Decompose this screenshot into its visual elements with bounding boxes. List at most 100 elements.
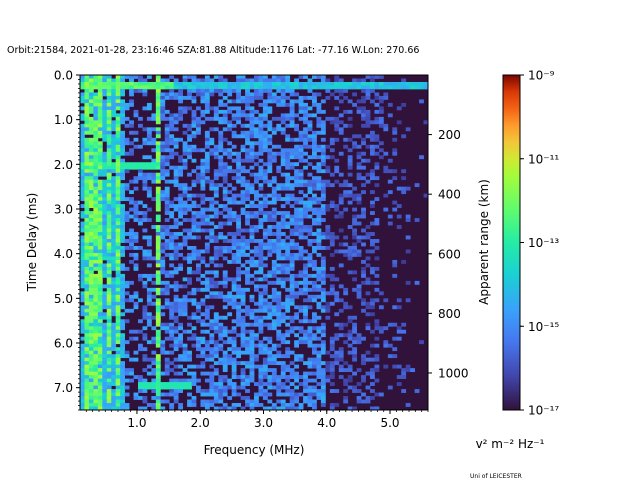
heatmap-cell <box>88 141 94 146</box>
heatmap-cell <box>254 176 259 181</box>
heatmap-cell <box>178 308 184 313</box>
heatmap-cell <box>155 78 161 83</box>
heatmap-cell <box>213 81 219 86</box>
heatmap-cell <box>245 361 250 366</box>
heatmap-cell <box>401 85 407 90</box>
heatmap-cell <box>222 333 228 338</box>
heatmap-cell <box>187 207 192 212</box>
heatmap-cell <box>276 399 282 404</box>
heatmap-cell <box>88 259 94 264</box>
heatmap-cell <box>115 169 121 174</box>
heatmap-cell <box>160 172 166 177</box>
heatmap-cell <box>93 116 99 121</box>
heatmap-cell <box>106 113 112 118</box>
heatmap-cell <box>102 162 108 167</box>
heatmap-cell <box>191 221 197 226</box>
heatmap-cell <box>280 99 286 104</box>
heatmap-cell <box>289 123 295 128</box>
heatmap-cell <box>298 81 304 86</box>
heatmap-cell <box>102 252 108 257</box>
heatmap-cell <box>124 350 130 355</box>
heatmap-cell <box>285 354 291 359</box>
heatmap-cell <box>142 85 148 90</box>
heatmap-cell <box>124 371 130 376</box>
heatmap-cell <box>124 392 130 397</box>
heatmap-cell <box>160 392 166 397</box>
heatmap-cell <box>213 200 219 205</box>
heatmap-cell <box>182 207 188 212</box>
heatmap-cell <box>204 88 210 93</box>
heatmap-cell <box>271 280 277 285</box>
heatmap-cell <box>316 235 322 240</box>
heatmap-cell <box>196 343 201 348</box>
heatmap-cell <box>267 336 273 341</box>
heatmap-cell <box>151 172 157 177</box>
heatmap-cell <box>258 364 264 369</box>
heatmap-cell <box>88 158 94 163</box>
heatmap-cell <box>267 127 273 132</box>
heatmap-cell <box>187 134 192 139</box>
heatmap-cell <box>178 263 184 268</box>
heatmap-cell <box>245 266 250 271</box>
heatmap-cell <box>138 218 143 222</box>
heatmap-cell <box>97 326 103 331</box>
heatmap-cell <box>352 270 358 275</box>
heatmap-cell <box>392 176 398 181</box>
heatmap-cell <box>88 204 94 208</box>
heatmap-cell <box>236 259 242 264</box>
heatmap-cell <box>115 403 121 407</box>
heatmap-cell <box>245 102 250 107</box>
heatmap-cell <box>262 204 268 208</box>
heatmap-cell <box>392 263 398 268</box>
heatmap-cell <box>218 280 224 285</box>
heatmap-cell <box>93 183 99 188</box>
heatmap-cell <box>182 186 188 191</box>
heatmap-cell <box>356 193 362 198</box>
heatmap-cell <box>102 155 108 160</box>
heatmap-cell <box>329 85 335 90</box>
heatmap-cell <box>285 389 291 393</box>
heatmap-cell <box>120 109 126 114</box>
heatmap-cell <box>258 85 264 90</box>
heatmap-cell <box>102 298 108 303</box>
heatmap-cell <box>289 315 295 320</box>
heatmap-cell <box>329 235 335 240</box>
heatmap-cell <box>146 357 152 362</box>
heatmap-cell <box>236 179 242 184</box>
heatmap-cell <box>84 92 90 97</box>
heatmap-cell <box>356 287 362 292</box>
plot-frame <box>79 74 429 411</box>
heatmap-cell <box>245 221 250 226</box>
heatmap-cell <box>289 102 295 107</box>
heatmap-cell <box>80 81 85 86</box>
heatmap-cell <box>249 141 255 146</box>
heatmap-cell <box>356 214 362 219</box>
heatmap-cell <box>258 326 264 331</box>
heatmap-cell <box>97 340 103 345</box>
heatmap-cell <box>294 343 300 348</box>
heatmap-cell <box>262 162 268 167</box>
heatmap-cell <box>146 207 152 212</box>
heatmap-cell <box>227 197 233 202</box>
heatmap-cell <box>365 81 371 86</box>
heatmap-cell <box>312 333 317 338</box>
heatmap-cell <box>160 165 166 170</box>
heatmap-cell <box>423 85 428 90</box>
heatmap-cell <box>236 106 242 111</box>
heatmap-cell <box>97 141 103 146</box>
colorbar-tick-label: 10⁻¹⁷ <box>528 404 559 418</box>
heatmap-cell <box>285 375 291 379</box>
heatmap-cell <box>80 172 85 177</box>
heatmap-cell <box>227 259 233 264</box>
heatmap-cell <box>191 326 197 331</box>
heatmap-cell <box>115 102 121 107</box>
heatmap-cell <box>307 106 313 111</box>
heatmap-cell <box>249 273 255 278</box>
heatmap-cell <box>410 368 416 373</box>
heatmap-cell <box>196 235 201 240</box>
heatmap-cell <box>356 165 362 170</box>
heatmap-cell <box>93 172 99 177</box>
heatmap-cell <box>383 343 389 348</box>
heatmap-cell <box>151 315 157 320</box>
heatmap-cell <box>294 183 300 188</box>
